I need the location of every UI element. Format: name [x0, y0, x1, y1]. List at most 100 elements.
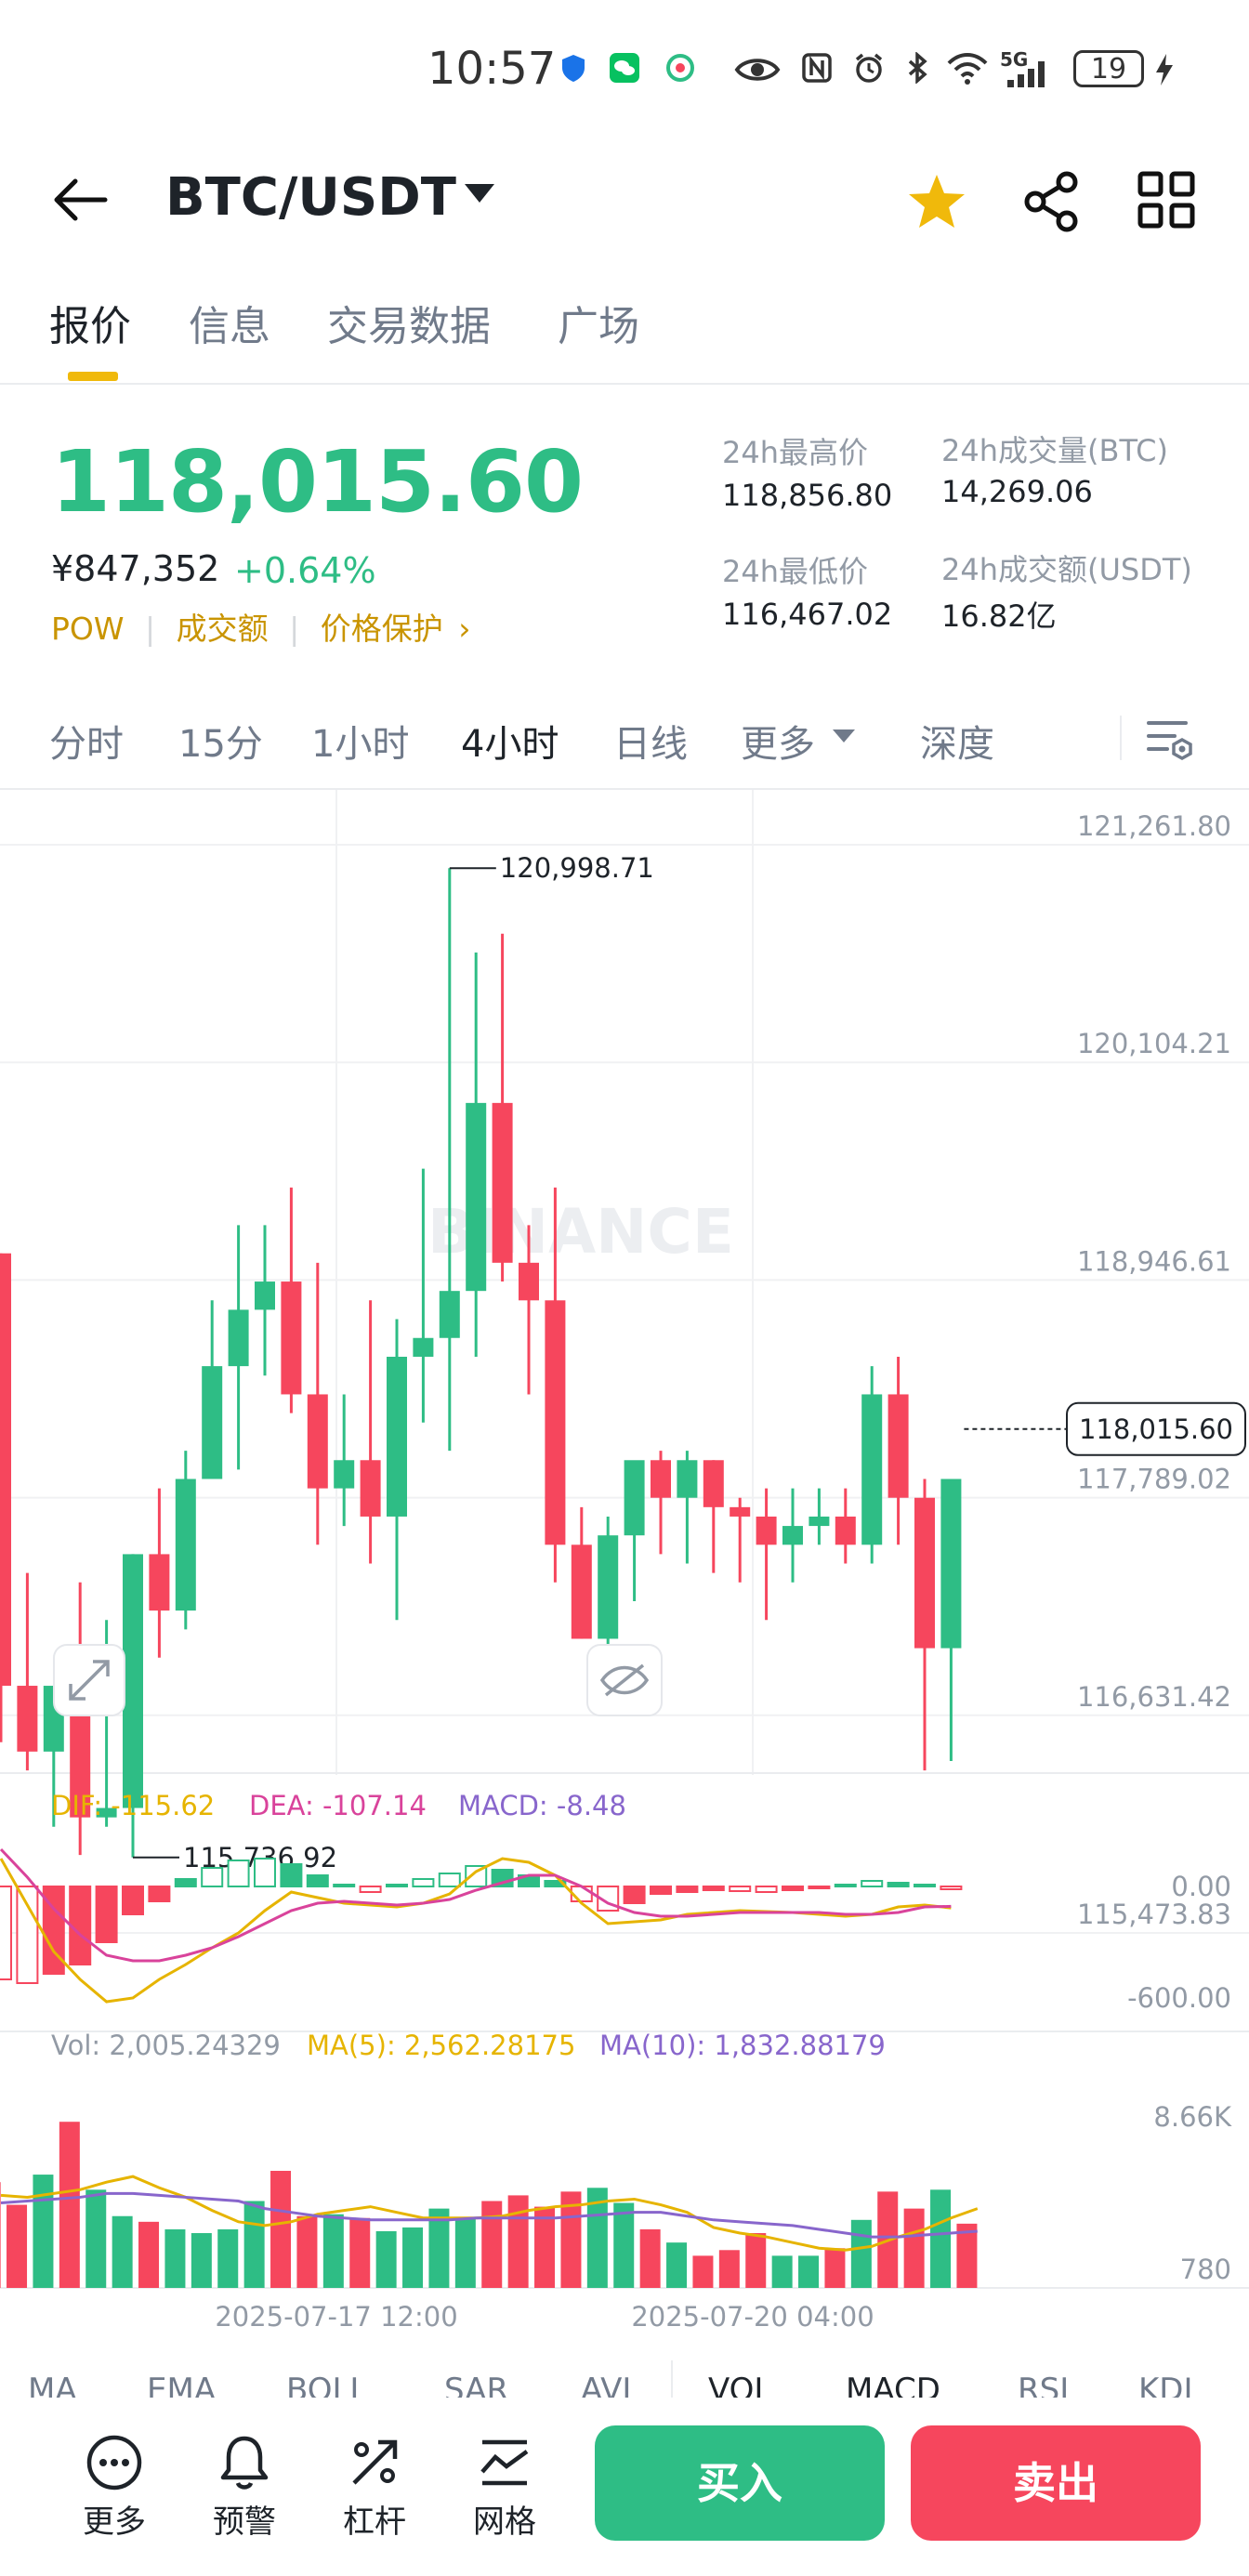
interval-more[interactable]: 更多 — [741, 723, 815, 766]
expand-icon[interactable] — [53, 1644, 125, 1716]
max-price-marker: 120,998.71 — [500, 852, 654, 884]
macd-histogram-bar — [544, 1880, 567, 1887]
chart-settings-icon[interactable] — [1145, 716, 1195, 764]
macd-histogram-bar — [438, 1873, 461, 1887]
volume-bar — [666, 2242, 688, 2288]
macd-histogram-bar — [359, 1886, 382, 1893]
sell-button[interactable]: 卖出 — [911, 2425, 1201, 2541]
signal-icon — [1007, 61, 1045, 87]
volume-bar — [798, 2255, 820, 2288]
volume-bar — [164, 2228, 186, 2288]
interval-1d[interactable]: 日线 — [613, 723, 688, 766]
hide-eye-icon[interactable] — [586, 1644, 663, 1716]
price-axis-label: 115,473.83 — [1077, 1899, 1231, 1930]
price-axis-label: 117,789.02 — [1077, 1464, 1231, 1495]
interval-depth[interactable]: 深度 — [920, 723, 994, 766]
high-label: 24h最高价 — [722, 435, 869, 470]
pair-selector[interactable]: BTC/USDT — [165, 167, 456, 228]
volume-bar — [349, 2217, 371, 2288]
cny-price: ¥847,352 — [51, 548, 220, 589]
macd-axis-label: -600.00 — [1127, 1982, 1231, 2014]
bluetooth-icon — [908, 52, 927, 84]
candle-body — [281, 1281, 302, 1395]
volume-bar — [586, 2188, 608, 2288]
volume-bar — [59, 2122, 80, 2288]
tag-pow[interactable]: POW — [51, 611, 125, 647]
tag-price-protection[interactable]: 价格保护 — [320, 611, 443, 647]
macd-histogram-bar — [834, 1884, 857, 1887]
interval-1h[interactable]: 1小时 — [311, 723, 410, 766]
candle-body — [835, 1516, 856, 1545]
volume-bar — [296, 2215, 318, 2288]
volume-bar — [613, 2202, 635, 2288]
macd-histogram-bar — [755, 1886, 778, 1893]
candle-body — [624, 1460, 645, 1536]
volume-axis-label: 780 — [1180, 2254, 1231, 2285]
more-caret-icon[interactable] — [833, 729, 855, 743]
buy-button[interactable]: 买入 — [595, 2425, 885, 2541]
share-icon[interactable] — [1022, 171, 1082, 232]
tag-turnover[interactable]: 成交额 — [176, 611, 269, 647]
candle-body — [861, 1394, 883, 1545]
macd-histogram-bar — [729, 1886, 752, 1892]
leverage-button[interactable]: 杠杆 — [323, 2433, 426, 2542]
interval-15m[interactable]: 15分 — [178, 723, 263, 766]
price-axis-label: 118,946.61 — [1077, 1245, 1231, 1277]
macd-histogram-bar — [412, 1878, 435, 1887]
vol-legend: Vol: 2,005.24329 — [51, 2030, 281, 2061]
volume-bar — [771, 2255, 793, 2288]
candle-body — [175, 1479, 196, 1611]
caret-down-icon[interactable] — [465, 184, 494, 203]
current-price-tag — [1066, 1401, 1246, 1456]
macd-histogram-bar — [861, 1880, 884, 1887]
volume-bar — [322, 2214, 344, 2288]
volume-bar — [507, 2195, 529, 2288]
interval-4h[interactable]: 4小时 — [461, 723, 559, 766]
tab-trading-data[interactable]: 交易数据 — [327, 303, 491, 350]
volume-bar — [138, 2221, 160, 2288]
macd-histogram-bar — [676, 1886, 699, 1893]
alert-button[interactable]: 预警 — [193, 2433, 296, 2542]
candle-body — [96, 1807, 117, 1818]
volume-bar — [956, 2223, 978, 2288]
tab-quote[interactable]: 报价 — [49, 303, 131, 350]
volume-btc-value: 14,269.06 — [941, 474, 1093, 509]
candle-body — [149, 1554, 170, 1611]
candle-body — [202, 1366, 223, 1479]
candle-body — [70, 1686, 91, 1818]
ma10-line — [0, 2191, 978, 2239]
candle-body — [571, 1544, 592, 1639]
macd-histogram-bar — [201, 1867, 224, 1887]
time-axis-label: 2025-07-17 12:00 — [215, 2301, 457, 2333]
grid-trading-button[interactable]: 网格 — [454, 2433, 556, 2542]
volume-bar — [428, 2208, 450, 2288]
price-chart[interactable]: BINANCE 121,261.80120,104.21118,946.6111… — [0, 790, 1249, 2333]
macd-histogram-bar — [333, 1884, 356, 1887]
candle-body — [492, 1102, 513, 1263]
macd-histogram-bar — [386, 1884, 408, 1887]
interval-timeline[interactable]: 分时 — [49, 723, 124, 766]
status-bar: 10:57 5G 19 — [0, 0, 1249, 139]
chevron-right-icon[interactable]: › — [458, 611, 471, 647]
grid-menu-icon[interactable] — [1137, 171, 1195, 229]
candle-body — [782, 1526, 803, 1545]
candle-body — [598, 1535, 619, 1639]
macd-histogram-bar — [306, 1874, 329, 1887]
candle-body — [887, 1394, 909, 1498]
more-button[interactable]: 更多 — [63, 2433, 165, 2542]
volume-bar — [375, 2230, 397, 2288]
tab-underline — [68, 372, 118, 381]
macd-histogram-bar — [940, 1886, 963, 1890]
volume-bar — [718, 2250, 740, 2288]
leverage-label: 杠杆 — [343, 2504, 406, 2541]
back-arrow-icon[interactable] — [51, 177, 109, 223]
star-icon[interactable] — [907, 173, 966, 230]
alert-label: 预警 — [213, 2504, 276, 2541]
candle-body — [334, 1460, 355, 1489]
macd-legend: MACD: -8.48 — [458, 1790, 626, 1821]
candle-body — [307, 1394, 328, 1489]
tab-info[interactable]: 信息 — [189, 303, 270, 350]
tab-square[interactable]: 广场 — [558, 303, 639, 350]
candle-body — [730, 1506, 751, 1517]
change-percent: +0.64% — [234, 550, 376, 591]
